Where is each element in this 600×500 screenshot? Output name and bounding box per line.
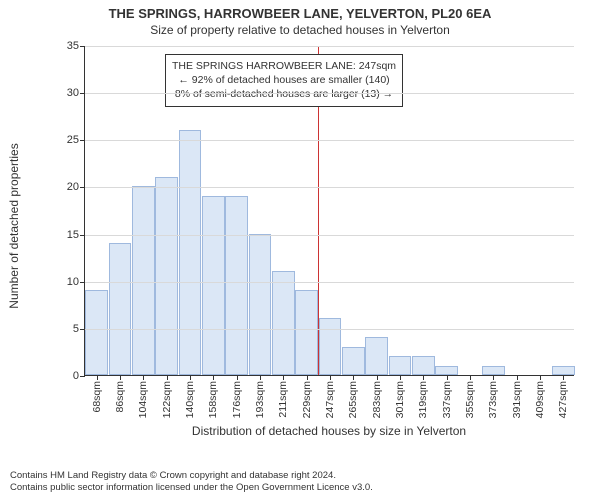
x-tick-label: 104sqm: [137, 381, 149, 418]
histogram-bar: [109, 243, 131, 375]
gridline: [85, 329, 574, 330]
histogram-bar: [202, 196, 224, 375]
gridline: [85, 187, 574, 188]
x-tick-mark: [330, 375, 331, 380]
x-tick-label: 158sqm: [207, 381, 219, 418]
y-tick-label: 25: [67, 134, 79, 146]
x-tick-mark: [377, 375, 378, 380]
y-tick-mark: [80, 235, 85, 236]
x-tick-label: 373sqm: [487, 381, 499, 418]
x-tick-mark: [237, 375, 238, 380]
x-tick-label: 265sqm: [347, 381, 359, 418]
x-tick-label: 122sqm: [161, 381, 173, 418]
x-tick-mark: [447, 375, 448, 380]
x-tick-label: 427sqm: [557, 381, 569, 418]
annotation-line: 8% of semi-detached houses are larger (1…: [172, 87, 396, 101]
x-tick-mark: [400, 375, 401, 380]
histogram-bar: [249, 234, 271, 375]
y-tick-mark: [80, 93, 85, 94]
y-tick-label: 20: [67, 181, 79, 193]
histogram-bar: [272, 271, 294, 375]
y-tick-mark: [80, 329, 85, 330]
x-tick-label: 176sqm: [231, 381, 243, 418]
x-axis-label: Distribution of detached houses by size …: [84, 424, 574, 438]
x-tick-label: 409sqm: [534, 381, 546, 418]
page-subtitle: Size of property relative to detached ho…: [0, 21, 600, 41]
x-tick-label: 301sqm: [394, 381, 406, 418]
footer-attribution: Contains HM Land Registry data © Crown c…: [10, 470, 373, 494]
annotation-line: THE SPRINGS HARROWBEER LANE: 247sqm: [172, 59, 396, 73]
x-tick-label: 319sqm: [417, 381, 429, 418]
x-tick-mark: [493, 375, 494, 380]
x-tick-label: 391sqm: [511, 381, 523, 418]
x-tick-mark: [167, 375, 168, 380]
histogram-bar: [225, 196, 247, 375]
histogram-bar: [85, 290, 107, 375]
footer-line: Contains public sector information licen…: [10, 482, 373, 494]
y-tick-mark: [80, 46, 85, 47]
plot-area: THE SPRINGS HARROWBEER LANE: 247sqm ← 92…: [84, 46, 574, 376]
histogram-bar: [155, 177, 177, 375]
histogram-bar: [319, 318, 341, 375]
y-tick-label: 10: [67, 276, 79, 288]
gridline: [85, 46, 574, 47]
x-tick-mark: [423, 375, 424, 380]
histogram-bar: [435, 366, 457, 375]
y-axis-label: Number of detached properties: [7, 143, 21, 308]
histogram-bar: [552, 366, 574, 375]
x-tick-mark: [213, 375, 214, 380]
y-tick-label: 0: [73, 370, 79, 382]
y-tick-label: 35: [67, 40, 79, 52]
x-tick-mark: [353, 375, 354, 380]
y-tick-mark: [80, 376, 85, 377]
x-tick-label: 229sqm: [301, 381, 313, 418]
x-tick-mark: [517, 375, 518, 380]
gridline: [85, 140, 574, 141]
x-tick-label: 211sqm: [277, 381, 289, 418]
x-tick-mark: [260, 375, 261, 380]
histogram-bar: [179, 130, 201, 375]
footer-line: Contains HM Land Registry data © Crown c…: [10, 470, 373, 482]
histogram-bar: [389, 356, 411, 375]
x-tick-mark: [120, 375, 121, 380]
y-tick-label: 30: [67, 87, 79, 99]
gridline: [85, 93, 574, 94]
gridline: [85, 282, 574, 283]
page-title: THE SPRINGS, HARROWBEER LANE, YELVERTON,…: [0, 0, 600, 21]
histogram-bar: [295, 290, 317, 375]
x-tick-mark: [307, 375, 308, 380]
y-tick-label: 5: [73, 323, 79, 335]
x-tick-label: 68sqm: [91, 381, 103, 413]
x-tick-label: 283sqm: [371, 381, 383, 418]
x-tick-mark: [97, 375, 98, 380]
histogram-bar: [482, 366, 504, 375]
x-tick-label: 193sqm: [254, 381, 266, 418]
x-tick-mark: [563, 375, 564, 380]
x-tick-mark: [143, 375, 144, 380]
histogram-bar: [342, 347, 364, 375]
y-tick-mark: [80, 140, 85, 141]
x-tick-label: 140sqm: [184, 381, 196, 418]
annotation-box: THE SPRINGS HARROWBEER LANE: 247sqm ← 92…: [165, 54, 403, 107]
x-tick-label: 337sqm: [441, 381, 453, 418]
x-tick-mark: [540, 375, 541, 380]
annotation-line: ← 92% of detached houses are smaller (14…: [172, 73, 396, 87]
x-tick-mark: [283, 375, 284, 380]
y-tick-label: 15: [67, 229, 79, 241]
histogram-bar: [365, 337, 387, 375]
x-tick-mark: [190, 375, 191, 380]
y-tick-mark: [80, 187, 85, 188]
gridline: [85, 235, 574, 236]
y-tick-mark: [80, 282, 85, 283]
x-tick-label: 355sqm: [464, 381, 476, 418]
x-tick-mark: [470, 375, 471, 380]
x-tick-label: 247sqm: [324, 381, 336, 418]
x-tick-label: 86sqm: [114, 381, 126, 413]
histogram-bar: [412, 356, 434, 375]
histogram-chart: Number of detached properties THE SPRING…: [54, 46, 574, 406]
